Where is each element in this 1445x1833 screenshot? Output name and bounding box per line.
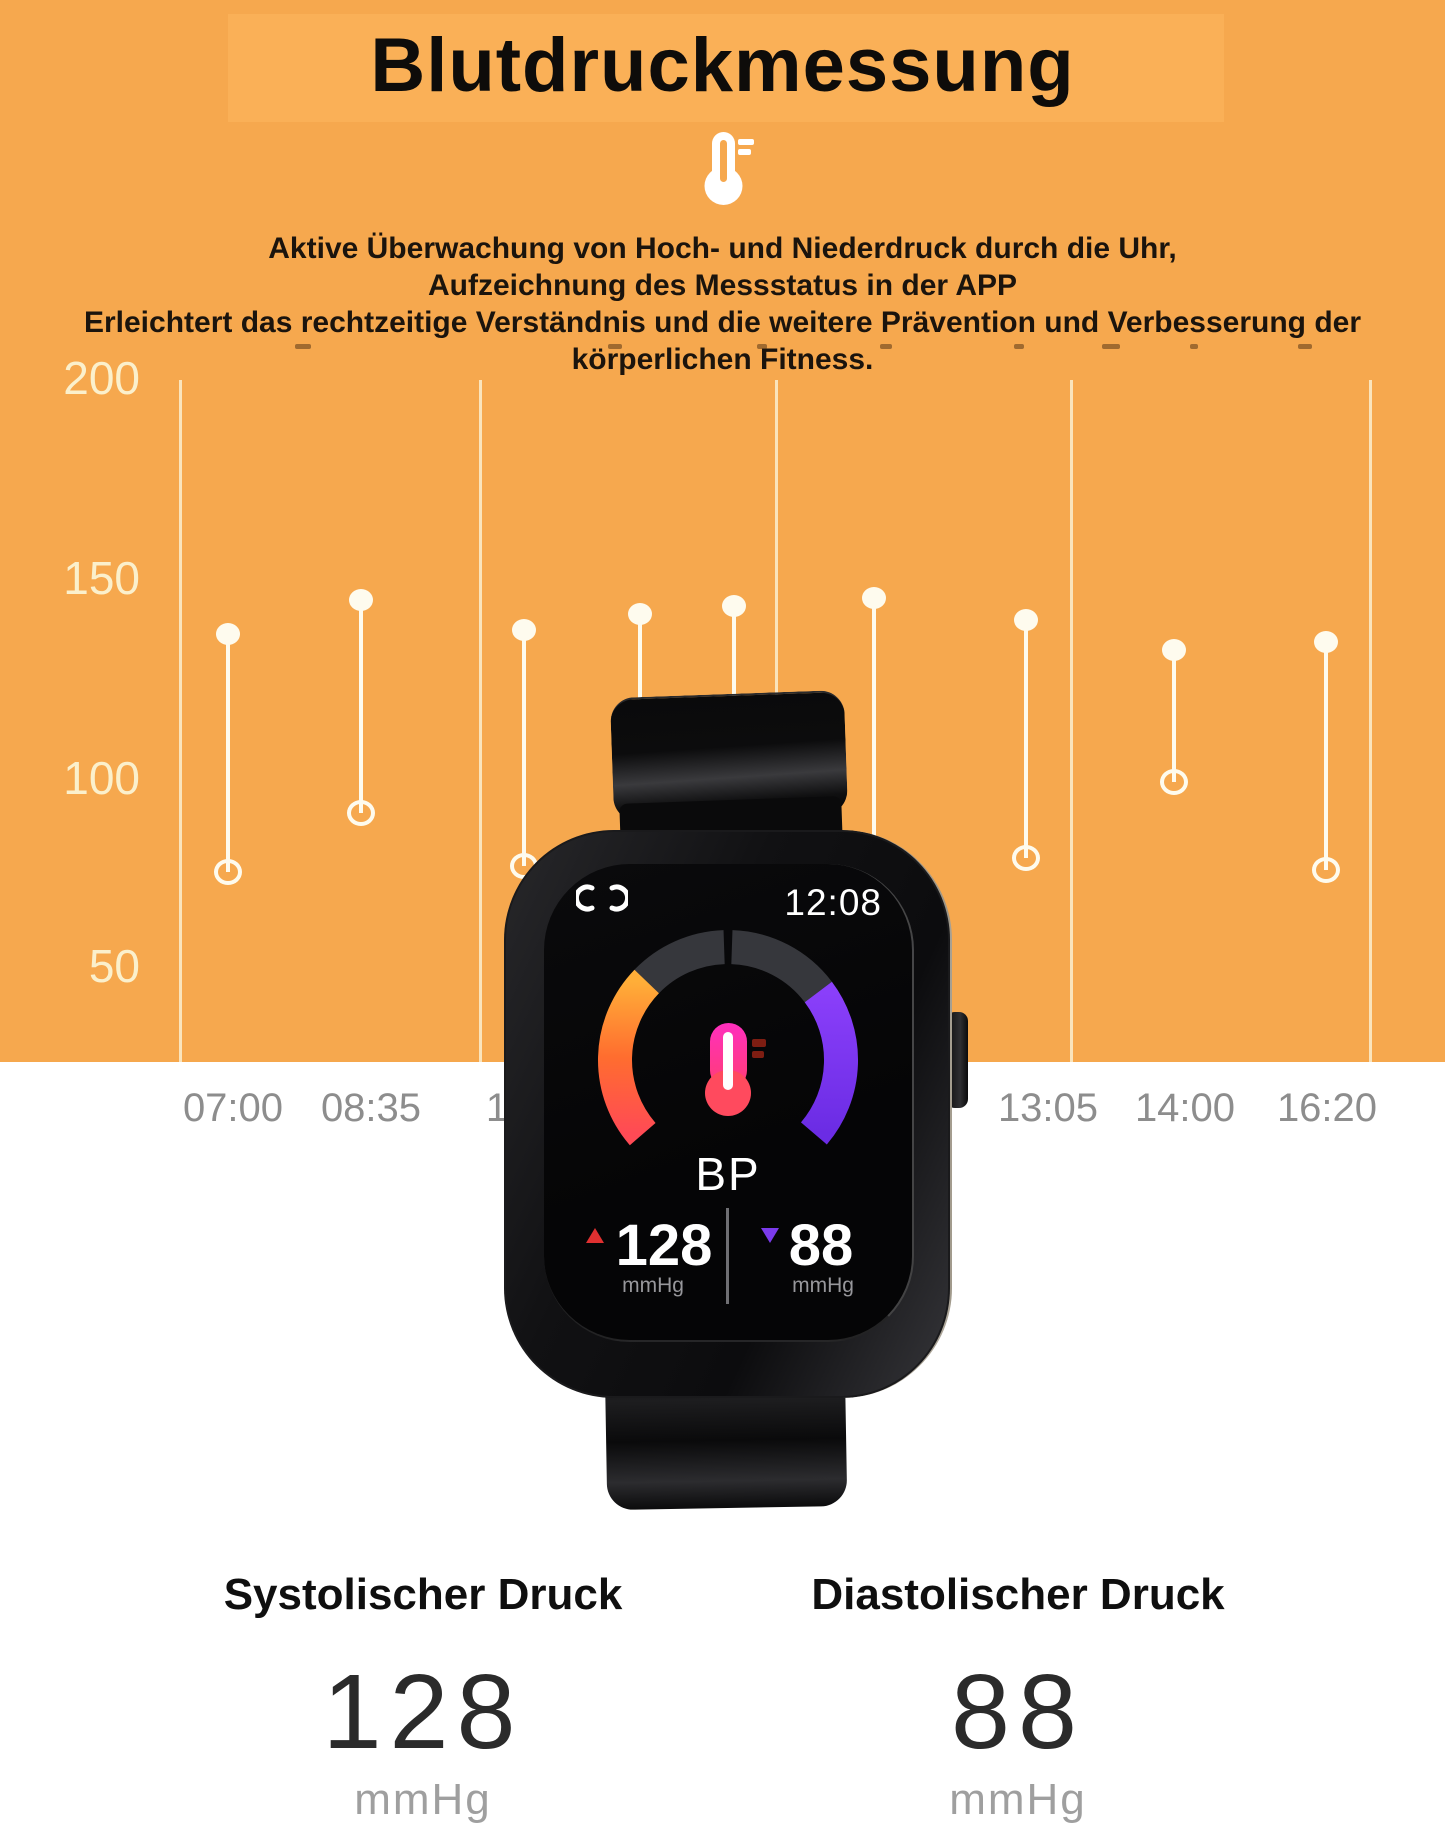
thermometer-icon — [704, 132, 754, 205]
artifact-dash — [1102, 344, 1120, 349]
x-axis-time-label: 14:00 — [1134, 1086, 1236, 1130]
description-line-1: Aktive Überwachung von Hoch- und Niederd… — [268, 232, 1177, 265]
chart-gridline — [479, 380, 482, 1062]
description-line-3: Erleichtert das rechtzeitige Verständnis… — [83, 306, 1362, 376]
gauge-base-arc-left — [634, 930, 726, 994]
diastolic-point — [214, 859, 242, 885]
chart-gridline — [1070, 380, 1073, 1062]
watch-screen: 12:08 — [544, 864, 914, 1342]
systolic-point — [1162, 639, 1186, 661]
diastolic-point — [347, 800, 375, 826]
diastolic-point — [1160, 769, 1188, 795]
artifact-dash — [295, 344, 311, 349]
x-axis-time-label: 13:05 — [997, 1086, 1099, 1130]
bp-range-line — [1324, 642, 1328, 870]
diastolic-point — [1012, 845, 1040, 871]
systolic-point — [512, 619, 536, 641]
bp-range-line — [522, 630, 526, 866]
artifact-dash — [1014, 344, 1024, 349]
systolic-up-triangle-icon — [586, 1228, 604, 1243]
systolic-point — [216, 623, 240, 645]
bp-range-line — [359, 600, 363, 813]
diastolic-down-triangle-icon — [761, 1228, 779, 1243]
x-axis-time-label: 07:00 — [182, 1086, 284, 1130]
open-link-icon — [576, 884, 628, 912]
bp-range-line — [1172, 650, 1176, 782]
diastolic-point — [1312, 857, 1340, 883]
watch-time: 12:08 — [784, 882, 882, 923]
thermometer-icon — [705, 1023, 766, 1116]
chart-gridline — [179, 380, 182, 1062]
bp-gauge — [598, 930, 858, 1146]
x-axis-time-label: 08:35 — [320, 1086, 422, 1130]
description-line-2: Aufzeichnung des Messstatus in der APP — [428, 269, 1017, 302]
bp-label: BP — [695, 1148, 761, 1200]
chart-gridline — [1369, 380, 1372, 1062]
systolic-point — [1014, 609, 1038, 631]
diastolic-summary: Diastolischer Druck 88 mmHg — [708, 1570, 1328, 1825]
y-axis-tick-label: 150 — [63, 552, 140, 604]
systolic-point — [628, 603, 652, 625]
systolic-point — [1314, 631, 1338, 653]
diastolic-summary-value: 88 — [951, 1653, 1085, 1771]
reading-divider — [726, 1208, 729, 1304]
artifact-dash — [1298, 344, 1312, 349]
artifact-dash — [757, 344, 767, 349]
systolic-point — [349, 589, 373, 611]
systolic-summary: Systolischer Druck 128 mmHg — [113, 1570, 733, 1825]
watch-systolic-unit: mmHg — [622, 1274, 684, 1297]
artifact-dash — [880, 344, 892, 349]
description-text: Aktive Überwachung von Hoch- und Niederd… — [0, 230, 1445, 378]
systolic-point — [722, 595, 746, 617]
title-highlight-box — [228, 14, 1224, 122]
artifact-dash — [608, 344, 622, 349]
watch-diastolic-unit: mmHg — [792, 1274, 854, 1297]
y-axis-tick-label: 100 — [63, 752, 140, 804]
x-axis-time-label: 1 — [485, 1086, 509, 1130]
watch-systolic-value: 128 — [615, 1213, 713, 1278]
watch-diastolic-value: 88 — [788, 1213, 854, 1278]
page-title: Blutdruckmessung — [370, 23, 1075, 108]
artifact-dash — [1190, 344, 1198, 349]
gauge-base-arc-right — [730, 930, 832, 1003]
systolic-point — [862, 587, 886, 609]
systolic-summary-value: 128 — [322, 1653, 524, 1771]
bp-range-line — [226, 634, 230, 872]
smartwatch: 12:08 — [500, 689, 972, 1520]
y-axis-tick-label: 200 — [63, 352, 140, 404]
y-axis-tick-label: 50 — [88, 940, 140, 992]
bp-range-line — [1024, 620, 1028, 858]
diastolic-summary-unit: mmHg — [949, 1775, 1087, 1824]
x-axis-time-label: 16:20 — [1276, 1086, 1378, 1130]
gauge-diastolic-arc — [800, 981, 858, 1145]
gauge-systolic-arc — [598, 969, 660, 1146]
bp-range-line — [872, 598, 876, 890]
systolic-summary-unit: mmHg — [354, 1775, 492, 1824]
diastolic-summary-label: Diastolischer Druck — [811, 1570, 1225, 1619]
systolic-summary-label: Systolischer Druck — [223, 1570, 623, 1619]
